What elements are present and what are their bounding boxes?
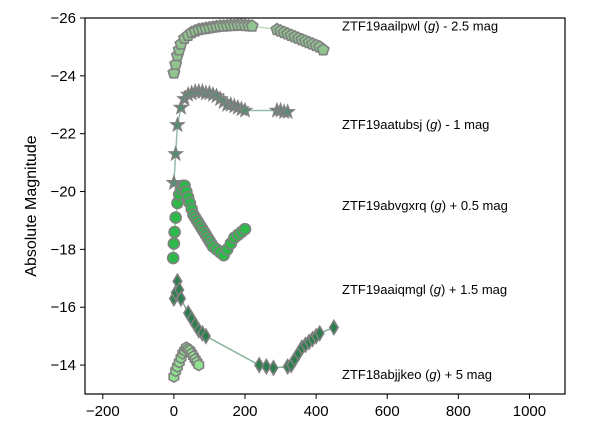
x-tick-label: 800 (446, 403, 471, 420)
data-point (254, 356, 265, 374)
data-point (165, 174, 183, 190)
series-4 (168, 341, 205, 384)
y-tick-label: −16 (51, 299, 76, 316)
data-point (328, 318, 340, 337)
series-label-2: ZTF19abvgxrq (g) + 0.5 mag (342, 198, 508, 213)
data-point (169, 116, 186, 133)
data-point (169, 211, 182, 224)
data-point (175, 289, 187, 308)
data-point (167, 237, 181, 250)
y-tick-label: −26 (51, 10, 76, 27)
data-point (316, 42, 330, 56)
x-tick-label: 0 (170, 403, 178, 420)
x-tick-label: 200 (232, 403, 257, 420)
y-tick-label: −24 (51, 68, 76, 85)
data-point (200, 327, 212, 345)
x-tick-label: −200 (86, 403, 120, 420)
x-tick-label: 600 (375, 403, 400, 420)
data-point (167, 145, 185, 162)
data-point (168, 225, 181, 239)
series-3 (168, 272, 340, 377)
data-point (193, 358, 205, 372)
series-1 (165, 82, 297, 190)
series-label-1: ZTF19aatubsj (g) - 1 mag (342, 117, 489, 132)
series-labels: ZTF19aailpwl (g) - 2.5 mag ZTF19aatubsj (… (342, 19, 508, 383)
series-label-0: ZTF19aailpwl (g) - 2.5 mag (342, 19, 498, 34)
y-tick-label: −18 (51, 241, 76, 258)
y-tick-label: −14 (51, 357, 76, 374)
series-0 (167, 18, 330, 79)
data-point (238, 222, 252, 236)
series-2 (166, 179, 252, 265)
series-label-4: ZTF18abjjkeo (g) + 5 mag (342, 367, 492, 382)
series-label-3: ZTF19aaiqmgl (g) + 1.5 mag (342, 282, 507, 297)
data-point (166, 251, 180, 265)
data-point (261, 357, 272, 376)
axes-layer: −200 0 200 400 600 800 1000 −26 −24 −22 −20 −18 −16 −… (51, 10, 547, 420)
data-layer (165, 18, 340, 384)
data-point (314, 324, 325, 342)
x-tick-label: 400 (304, 403, 329, 420)
plot-frame (84, 17, 566, 395)
data-point (268, 359, 279, 377)
y-tick-label: −20 (51, 184, 76, 201)
data-point (236, 101, 254, 118)
y-axis-title: Absolute Magnitude (23, 135, 40, 277)
data-point (245, 19, 259, 32)
y-tick-label: −22 (51, 126, 76, 143)
data-point (172, 98, 190, 115)
data-point (279, 103, 297, 120)
x-tick-label: 1000 (513, 403, 546, 420)
